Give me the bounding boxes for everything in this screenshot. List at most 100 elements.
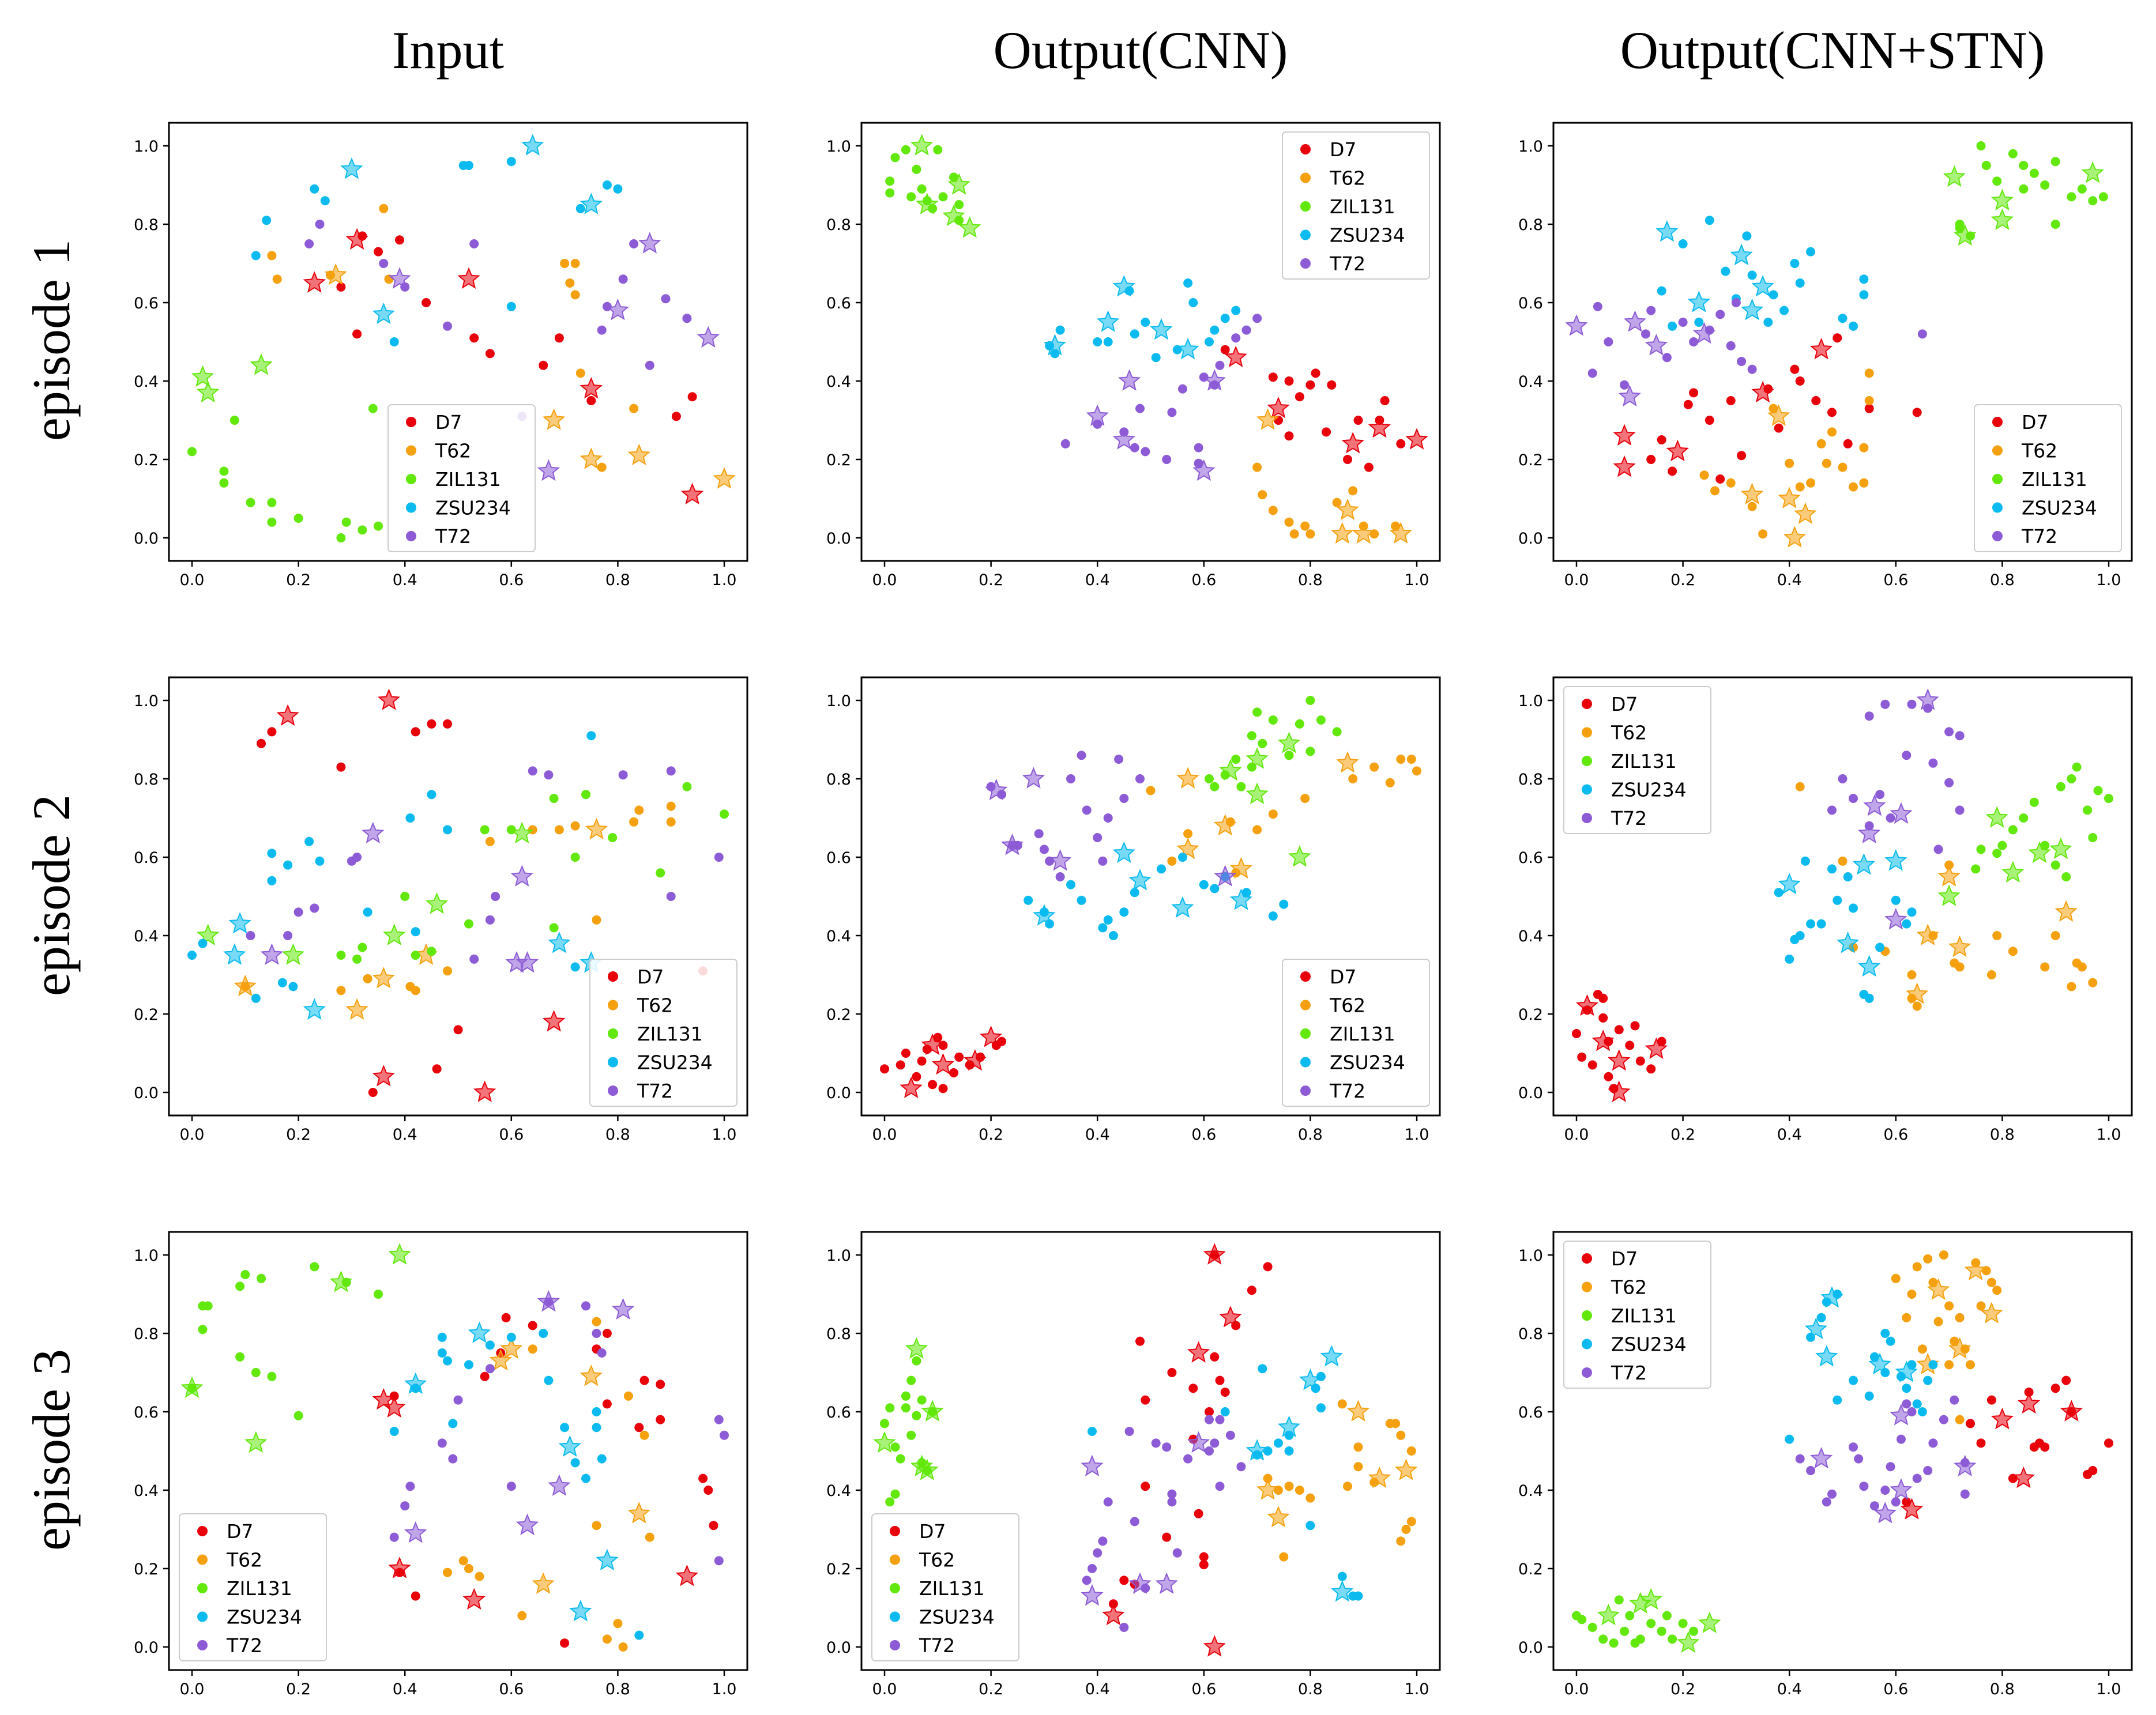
legend-box [1974, 404, 2122, 552]
data-point-zil131 [251, 1368, 261, 1377]
data-point-zsu234 [1833, 1395, 1842, 1405]
prototype-star-d7 [1368, 416, 1391, 438]
prototype-star-zsu234 [580, 193, 603, 214]
prototype-star-zsu234 [1857, 955, 1881, 977]
data-point-t72 [1880, 699, 1890, 709]
data-point-t62 [639, 1430, 649, 1440]
data-point-d7 [1311, 368, 1320, 378]
series-zil131 [885, 134, 981, 238]
prototype-star-zsu234 [548, 931, 571, 953]
prototype-star-d7 [1991, 1407, 2014, 1430]
axes-frame [168, 1231, 748, 1671]
data-point-d7 [895, 1060, 905, 1070]
series-zsu234 [1043, 275, 1251, 363]
prototype-star-t62 [1783, 526, 1807, 548]
data-point-t62 [1923, 1254, 1933, 1264]
data-point-d7 [602, 1329, 612, 1338]
y-tick-label: 1.0 [134, 138, 159, 156]
y-tick-label: 1.0 [1518, 138, 1543, 156]
legend-marker-d7 [197, 1526, 208, 1536]
y-axis: 0.0 0.2 0.4 0.6 0.8 1.0 [1518, 138, 1553, 548]
y-tick-label: 0.8 [1518, 1325, 1543, 1343]
data-point-d7 [1215, 1375, 1225, 1385]
data-point-zil131 [267, 1371, 277, 1381]
data-point-zil131 [2061, 872, 2071, 881]
data-point-zil131 [1657, 1626, 1666, 1636]
prototype-star-d7 [680, 483, 704, 504]
panel-episode-1-output-cnn: 0.0 0.2 0.4 0.6 0.8 1.0 0.0 0.2 0.4 0.6 0.8 1.0 D7 T6… [826, 122, 1441, 589]
prototype-star-d7 [388, 1556, 411, 1578]
data-point-zsu234 [1859, 290, 1869, 300]
data-point-t72 [437, 1438, 447, 1448]
data-point-d7 [639, 1375, 649, 1385]
data-point-t72 [294, 907, 303, 917]
prototype-star-t62 [1927, 1278, 1950, 1300]
data-point-t62 [1747, 502, 1757, 511]
prototype-star-zsu234 [1033, 904, 1056, 926]
x-tick-label: 0.4 [1777, 1680, 1802, 1698]
y-tick-label: 0.2 [1518, 1006, 1543, 1024]
prototype-star-d7 [1591, 1029, 1615, 1051]
data-point-t72 [645, 360, 654, 370]
prototype-star-t62 [1740, 483, 1764, 504]
prototype-star-zil131 [180, 1376, 204, 1398]
data-point-zsu234 [1806, 247, 1816, 257]
data-point-t62 [458, 1556, 468, 1566]
y-tick-label: 0.6 [826, 295, 851, 312]
row-label-episode-1: episode 1 [22, 239, 81, 441]
legend-label-zsu234: ZSU234 [1611, 1333, 1687, 1356]
prototype-star-t72 [1128, 1572, 1152, 1594]
data-point-zil131 [1210, 782, 1220, 791]
data-point-t62 [666, 817, 676, 827]
data-point-t62 [1406, 1517, 1416, 1526]
legend-marker-d7 [608, 971, 618, 982]
data-point-t62 [1396, 755, 1406, 764]
data-point-d7 [528, 1321, 537, 1330]
prototype-star-t72 [1645, 334, 1668, 356]
data-point-zil131 [1662, 1611, 1672, 1620]
data-point-zil131 [885, 188, 895, 198]
prototype-star-d7 [2012, 1466, 2035, 1488]
data-point-zsu234 [1098, 923, 1108, 933]
data-point-zil131 [720, 809, 729, 819]
data-point-zil131 [1997, 840, 2007, 850]
legend-label-zsu234: ZSU234 [1330, 224, 1405, 247]
data-point-zil131 [2056, 782, 2065, 791]
data-point-d7 [703, 1486, 713, 1495]
data-point-zil131 [267, 517, 277, 527]
data-point-t62 [1912, 1262, 1922, 1272]
panel-episode-2-output-cnn: 0.0 0.2 0.4 0.6 0.8 1.0 0.0 0.2 0.4 0.6 0.8 1.0 D7 T6… [826, 676, 1441, 1144]
series-d7 [257, 688, 708, 1102]
data-point-t72 [1194, 443, 1203, 453]
prototype-star-t72 [1623, 310, 1647, 332]
data-point-t72 [714, 1556, 724, 1566]
data-point-t72 [1747, 364, 1757, 374]
legend-label-zil131: ZIL131 [1611, 750, 1677, 772]
axes-frame [1552, 1231, 2133, 1671]
data-point-zil131 [885, 1497, 895, 1507]
x-tick-label: 0.6 [499, 1680, 524, 1698]
data-point-t72 [453, 1395, 463, 1405]
data-point-zsu234 [1119, 907, 1129, 917]
data-point-zil131 [294, 1411, 303, 1420]
x-tick-label: 0.2 [286, 571, 311, 589]
data-point-zsu234 [1141, 318, 1150, 327]
data-point-d7 [1976, 1438, 1986, 1448]
data-point-zsu234 [506, 157, 516, 167]
series-t62 [443, 1317, 654, 1652]
data-point-d7 [1322, 427, 1331, 437]
prototype-star-t72 [362, 821, 385, 843]
legend-label-t72: T72 [919, 1634, 955, 1657]
data-point-t62 [592, 1317, 601, 1326]
prototype-star-zsu234 [1096, 310, 1120, 332]
prototype-star-d7 [1613, 455, 1636, 477]
prototype-star-t72 [1884, 908, 1907, 930]
y-axis: 0.0 0.2 0.4 0.6 0.8 1.0 [1518, 692, 1553, 1102]
data-point-zil131 [2019, 184, 2029, 194]
data-point-zil131 [310, 1262, 319, 1272]
data-point-t72 [528, 766, 537, 776]
data-point-d7 [901, 1049, 910, 1058]
panel-episode-1-output-cnn-stn: 0.0 0.2 0.4 0.6 0.8 1.0 0.0 0.2 0.4 0.6 0.8 1.0 D7 T6… [1518, 122, 2133, 589]
data-point-t62 [1300, 794, 1310, 803]
prototype-star-zil131 [2028, 841, 2051, 863]
